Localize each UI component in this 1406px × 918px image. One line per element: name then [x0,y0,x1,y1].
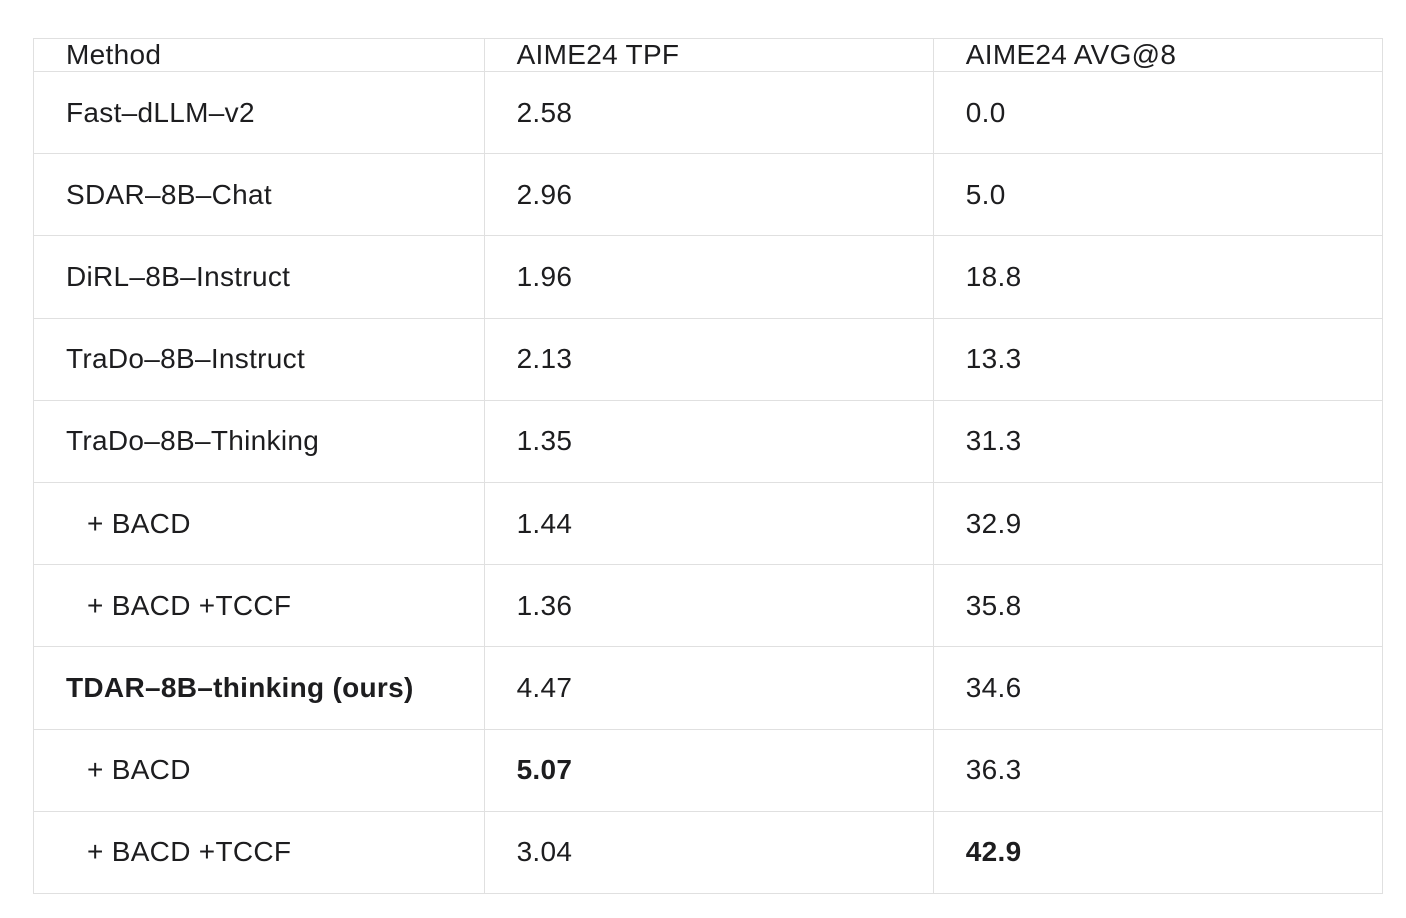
avg8-cell: 31.3 [932,399,1384,483]
table-row: + BACD +TCCF 1.36 35.8 [33,564,1384,648]
table-row: TraDo–8B–Thinking 1.35 31.3 [33,399,1384,483]
column-header-method: Method [33,38,485,72]
table-row: TraDo–8B–Instruct 2.13 13.3 [33,317,1384,401]
avg8-cell: 18.8 [932,235,1384,319]
method-cell: + BACD +TCCF [33,810,485,895]
table-header: Method AIME24 TPF AIME24 AVG@8 [33,38,1384,72]
method-cell: + BACD [33,481,485,566]
table-row: + BACD 1.44 32.9 [33,481,1384,566]
method-cell: TraDo–8B–Instruct [33,317,485,401]
avg8-cell: 36.3 [932,728,1384,812]
table-row: DiRL–8B–Instruct 1.96 18.8 [33,235,1384,319]
tpf-cell: 3.04 [483,810,934,895]
tpf-cell: 4.47 [483,646,934,730]
avg8-cell: 32.9 [932,481,1384,566]
avg8-cell: 42.9 [932,810,1384,895]
tpf-cell: 1.96 [483,235,934,319]
tpf-cell: 1.35 [483,399,934,483]
benchmark-table-container: Method AIME24 TPF AIME24 AVG@8 Fast–dLLM… [33,38,1384,895]
tpf-cell: 2.13 [483,317,934,401]
method-cell: + BACD +TCCF [33,564,485,648]
avg8-cell: 13.3 [932,317,1384,401]
table-row: SDAR–8B–Chat 2.96 5.0 [33,153,1384,237]
table-row: Fast–dLLM–v2 2.58 0.0 [33,70,1384,155]
tpf-cell: 2.96 [483,153,934,237]
table-row: + BACD 5.07 36.3 [33,728,1384,812]
table-row: + BACD +TCCF 3.04 42.9 [33,810,1384,895]
tpf-cell: 2.58 [483,70,934,155]
tpf-cell: 1.44 [483,481,934,566]
avg8-cell: 5.0 [932,153,1384,237]
column-header-aime24-tpf: AIME24 TPF [483,38,934,72]
tpf-cell: 5.07 [483,728,934,812]
avg8-cell: 35.8 [932,564,1384,648]
avg8-cell: 34.6 [932,646,1384,730]
header-row: Method AIME24 TPF AIME24 AVG@8 [33,38,1384,72]
method-cell: SDAR–8B–Chat [33,153,485,237]
column-header-aime24-avg8: AIME24 AVG@8 [932,38,1384,72]
table-row: TDAR–8B–thinking (ours) 4.47 34.6 [33,646,1384,730]
method-cell: + BACD [33,728,485,812]
tpf-cell: 1.36 [483,564,934,648]
table-body: Fast–dLLM–v2 2.58 0.0 SDAR–8B–Chat 2.96 5.0 Di… [33,70,1384,895]
method-cell: DiRL–8B–Instruct [33,235,485,319]
avg8-cell: 0.0 [932,70,1384,155]
method-cell: Fast–dLLM–v2 [33,70,485,155]
method-cell: TraDo–8B–Thinking [33,399,485,483]
benchmark-results-table: Method AIME24 TPF AIME24 AVG@8 Fast–dLLM… [33,38,1384,895]
method-cell: TDAR–8B–thinking (ours) [33,646,485,730]
